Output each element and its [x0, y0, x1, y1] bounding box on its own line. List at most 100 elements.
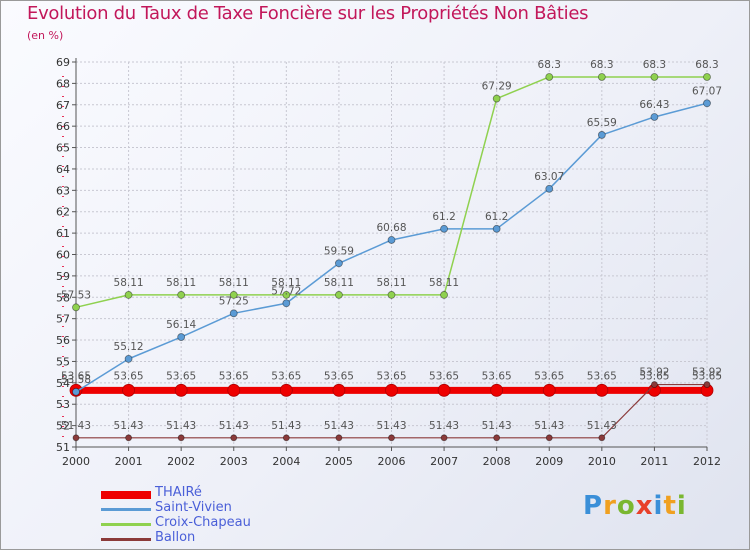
x-tick-label: 2008 [483, 455, 511, 468]
series-point-2 [387, 291, 396, 299]
logo-letter: i [676, 491, 687, 521]
data-label: 68.3 [590, 59, 613, 71]
series-point-0 [332, 383, 346, 397]
data-label: 57.25 [219, 295, 249, 307]
data-label: 66.43 [639, 99, 669, 111]
series-point-0 [174, 383, 188, 397]
data-label: 53.58 [61, 374, 91, 386]
legend-swatch [101, 523, 151, 526]
series-point-2 [545, 73, 554, 81]
series-point-1 [72, 387, 80, 396]
data-label: 58.11 [271, 277, 301, 289]
data-label: 51.43 [534, 420, 564, 432]
series-point-2 [229, 291, 238, 299]
data-label: 51.43 [482, 420, 512, 432]
data-label: 51.43 [114, 420, 144, 432]
logo-letter: r [603, 491, 617, 521]
series-point-3 [177, 434, 185, 442]
data-label: 53.65 [376, 370, 406, 382]
data-label: 53.65 [692, 370, 722, 382]
data-label: 53.65 [429, 370, 459, 382]
y-tick-label: 64 [56, 163, 70, 176]
logo-letter: x [635, 491, 654, 521]
data-label: 51.43 [219, 420, 249, 432]
axes: 5152535455565758596061626364656667686920… [56, 56, 721, 468]
y-tick-label: 60 [56, 249, 70, 262]
series-point-3 [545, 434, 553, 442]
data-label: 57.72 [271, 285, 301, 297]
data-label: 53.65 [482, 370, 512, 382]
y-tick-label: 62 [56, 206, 70, 219]
series-point-2 [72, 303, 80, 312]
series-point-2 [492, 94, 501, 103]
y-tick-label: 61 [56, 227, 70, 240]
series-point-1 [124, 354, 133, 363]
y-tick-label: 63 [56, 184, 70, 197]
series-point-1 [492, 224, 501, 233]
series-point-1 [387, 236, 396, 244]
data-label: 67.29 [482, 81, 512, 93]
series-point-2 [124, 291, 133, 299]
y-tick-label: 58 [56, 291, 70, 304]
data-label: 51.43 [61, 420, 91, 432]
series-point-2 [440, 291, 448, 299]
y-tick-label: 67 [56, 99, 70, 112]
series-point-0 [279, 383, 293, 397]
data-label: 57.53 [61, 289, 91, 301]
data-label: 51.43 [166, 420, 196, 432]
grid [75, 61, 708, 448]
legend-label: Saint-Vivien [155, 500, 232, 515]
series-point-3 [335, 434, 343, 442]
legend-label: Ballon [155, 530, 196, 545]
series-point-3 [230, 434, 238, 442]
series-point-1 [335, 259, 343, 268]
data-label: 68.3 [695, 59, 718, 71]
data-label: 53.92 [639, 367, 669, 379]
series-point-3 [388, 434, 395, 442]
series-point-3 [125, 434, 132, 442]
data-labels: 53.65 53.65 53.65 53.65 53.65 53.65 53.65 53.65… [61, 59, 722, 432]
data-label: 53.65 [639, 370, 669, 382]
x-tick-label: 2009 [535, 455, 563, 468]
proxiti-logo: Proxiti [583, 491, 687, 521]
data-label: 55.12 [114, 341, 144, 353]
legend-swatch [101, 491, 151, 499]
data-label: 53.65 [324, 370, 354, 382]
series-point-1 [545, 184, 554, 193]
data-label: 65.59 [587, 117, 617, 129]
data-label: 58.11 [429, 277, 459, 289]
legend-label: Croix-Chapeau [155, 515, 251, 530]
data-label: 68.3 [643, 59, 666, 71]
series-point-3 [440, 434, 448, 442]
series-point-0 [542, 383, 556, 397]
y-tick-label: 69 [56, 56, 70, 69]
logo-letter: t [663, 491, 677, 521]
logo-letter: o [616, 491, 636, 521]
series-point-3 [493, 434, 501, 442]
x-tick-label: 2011 [640, 455, 668, 468]
data-label: 53.65 [534, 370, 564, 382]
series-point-0 [490, 383, 504, 397]
data-label: 67.07 [692, 85, 722, 97]
series-point-1 [650, 113, 659, 121]
y-tick-label: 55 [56, 355, 70, 368]
chart-unit-label: (en %) [27, 29, 64, 42]
series-point-2 [597, 73, 606, 81]
data-label: 51.43 [587, 420, 617, 432]
series-point-0 [437, 383, 451, 397]
series-point-2 [650, 73, 659, 81]
data-label: 60.68 [376, 222, 406, 234]
legend-swatch [101, 538, 151, 541]
data-label: 58.11 [376, 277, 406, 289]
series-point-3 [651, 381, 658, 388]
series-point-1 [229, 309, 238, 318]
series-layer [69, 73, 714, 442]
chart-title: Evolution du Taux de Taxe Foncière sur l… [27, 3, 589, 24]
data-label: 58.11 [324, 277, 354, 289]
data-label: 51.43 [429, 420, 459, 432]
data-label: 56.14 [166, 319, 196, 331]
data-label: 51.43 [271, 420, 301, 432]
x-tick-label: 2004 [272, 455, 300, 468]
